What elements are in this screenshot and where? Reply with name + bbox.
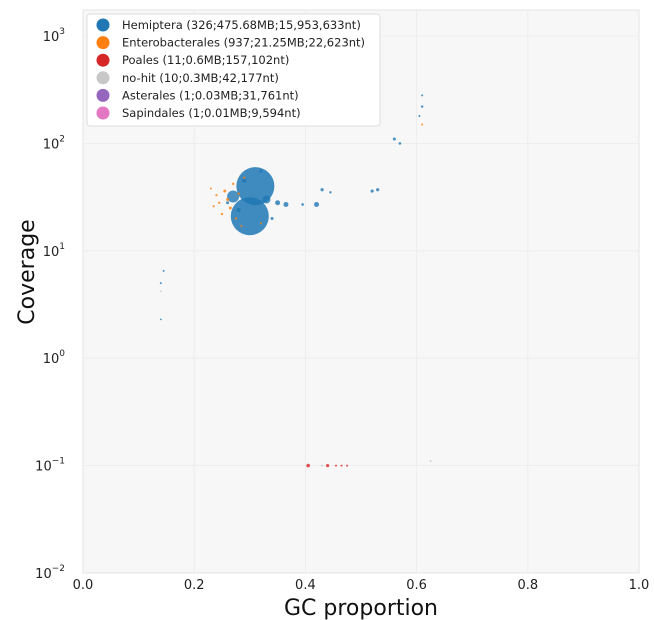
data-point	[421, 123, 424, 126]
legend-label: Sapindales (1;0.01MB;9,594nt)	[122, 106, 301, 120]
x-tick-label: 0.6	[406, 578, 427, 593]
data-point	[421, 94, 424, 97]
data-point	[231, 182, 235, 186]
data-point	[220, 212, 224, 216]
data-point	[240, 224, 243, 228]
series-2	[306, 463, 349, 468]
data-point	[321, 464, 324, 467]
x-tick-label: 1.0	[629, 578, 650, 593]
legend-label: Poales (11;0.6MB;157,102nt)	[122, 53, 289, 67]
legend-marker	[96, 106, 110, 120]
plot-frame	[82, 9, 640, 574]
y-tick-base: 10	[43, 137, 60, 152]
data-point	[243, 176, 246, 179]
data-point	[159, 290, 162, 293]
data-points	[159, 94, 432, 468]
data-point	[230, 197, 269, 236]
y-tick-label: 102	[43, 134, 65, 152]
series-3	[159, 290, 432, 467]
data-point	[212, 205, 215, 208]
data-point	[398, 142, 402, 145]
x-tick-label: 0.4	[295, 578, 316, 593]
data-point	[159, 318, 162, 321]
data-point	[320, 188, 324, 192]
data-point	[429, 460, 432, 463]
y-tick-exponent: −2	[52, 564, 65, 574]
data-point	[226, 198, 230, 202]
data-point	[314, 201, 320, 207]
data-point	[262, 195, 271, 204]
y-tick-label: 103	[43, 27, 65, 45]
x-tick-label: 0.8	[517, 578, 538, 593]
data-point	[329, 191, 332, 194]
y-tick-base: 10	[35, 567, 52, 582]
legend-marker	[96, 18, 110, 32]
legend-marker	[96, 53, 110, 67]
y-tick-exponent: 3	[59, 27, 65, 37]
data-point	[236, 167, 275, 206]
x-tick-label: 0.2	[184, 578, 205, 593]
data-point	[227, 190, 240, 203]
data-point	[340, 464, 343, 467]
data-point	[283, 201, 289, 207]
data-point	[420, 105, 424, 108]
legend-box	[86, 13, 381, 127]
data-point	[334, 464, 337, 467]
legend: Hemiptera (326;475.68MB;15,953,633nt) Ent…	[86, 13, 381, 127]
data-point	[392, 137, 396, 141]
legend-marker	[96, 71, 110, 85]
data-point	[270, 216, 274, 220]
y-tick-base: 10	[35, 460, 52, 475]
data-point	[301, 203, 304, 206]
legend-marker	[96, 88, 110, 102]
data-point	[370, 189, 374, 193]
x-tick-label: 0.0	[73, 578, 94, 593]
y-tick-base: 10	[43, 30, 60, 45]
data-point	[215, 194, 218, 197]
data-point	[236, 207, 241, 212]
data-point	[326, 464, 330, 468]
y-tick-exponent: −1	[52, 457, 65, 467]
legend-marker	[96, 36, 110, 50]
series-0	[159, 94, 424, 321]
data-point	[228, 206, 232, 210]
data-point	[346, 464, 349, 467]
data-point	[306, 463, 310, 468]
data-point	[259, 222, 262, 225]
y-tick-label: 101	[43, 242, 65, 260]
series-1	[209, 123, 424, 228]
y-tick-base: 10	[43, 245, 60, 260]
data-point	[223, 189, 227, 193]
x-axis-ticks: 0.0 0.2 0.4 0.6 0.8 1.0	[73, 578, 650, 593]
data-point	[237, 192, 240, 195]
y-tick-exponent: 2	[59, 134, 65, 144]
data-point	[242, 178, 247, 183]
y-tick-exponent: 1	[59, 242, 65, 252]
legend-label: Enterobacterales (937;21.25MB;22,623nt)	[122, 36, 365, 50]
y-tick-label: 10−2	[35, 564, 65, 582]
data-point	[159, 282, 162, 285]
data-point	[275, 200, 281, 206]
data-point	[162, 269, 165, 272]
legend-label: Asterales (1;0.03MB;31,761nt)	[122, 88, 299, 102]
y-axis-label: Coverage	[15, 219, 40, 324]
data-point	[209, 187, 212, 190]
data-point	[376, 188, 380, 192]
y-tick-label: 10−1	[35, 457, 65, 475]
data-point	[234, 217, 238, 220]
data-point	[226, 201, 230, 205]
x-axis-label: GC proportion	[284, 596, 438, 620]
legend-label: Hemiptera (326;475.68MB;15,953,633nt)	[122, 18, 361, 32]
y-tick-exponent: 0	[59, 349, 65, 359]
data-point	[259, 169, 263, 173]
data-point	[418, 114, 421, 117]
legend-label: no-hit (10;0.3MB;42,177nt)	[122, 71, 279, 85]
y-tick-base: 10	[43, 352, 60, 367]
data-point	[218, 201, 221, 204]
y-tick-label: 100	[43, 349, 66, 367]
